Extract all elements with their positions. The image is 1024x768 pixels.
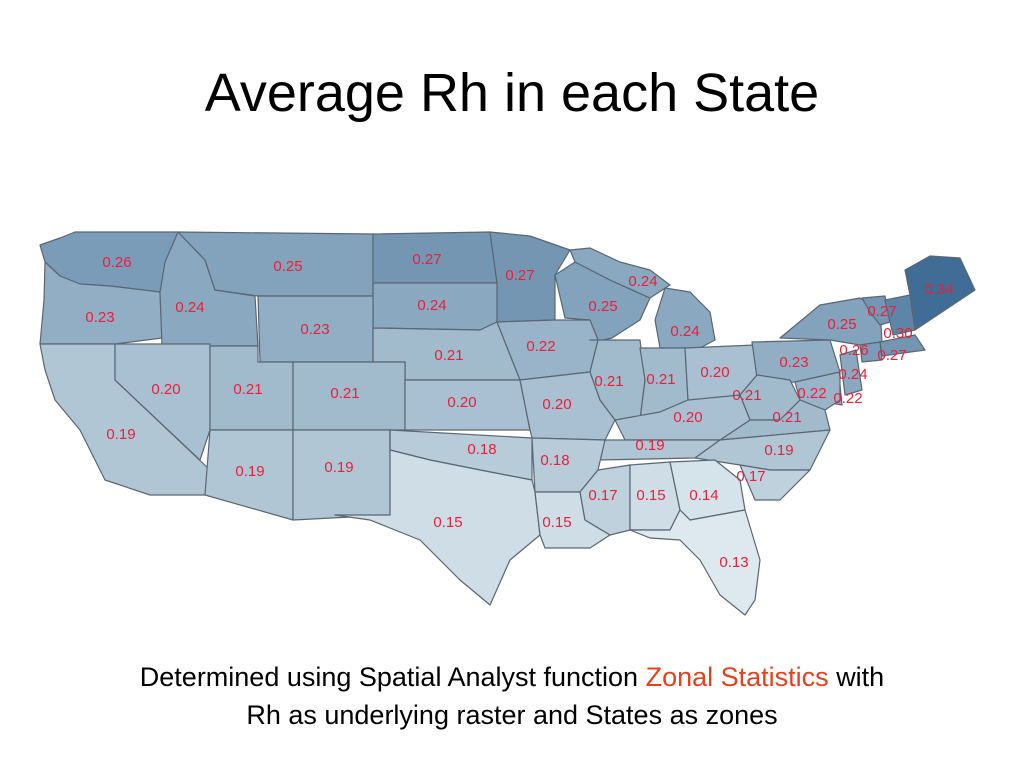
state-value-label: 0.27 [877, 347, 906, 364]
state-value-label: 0.15 [433, 514, 462, 531]
state-value-label: 0.26 [102, 254, 131, 271]
state-vt [861, 295, 891, 326]
state-value-label: 0.19 [635, 437, 664, 454]
state-value-label: 0.24 [838, 366, 867, 383]
state-nj [839, 349, 863, 396]
caption-text-with: with [836, 662, 885, 692]
state-value-label: 0.24 [417, 297, 446, 314]
state-value-label: 0.19 [235, 463, 264, 480]
state-value-label: 0.24 [628, 273, 657, 290]
state-value-label: 0.20 [700, 364, 729, 381]
state-ny [779, 297, 883, 346]
page-title: Average Rh in each State [204, 63, 820, 123]
state-me [904, 255, 976, 331]
state-value-label: 0.27 [867, 303, 896, 320]
state-value-label: 0.17 [736, 468, 765, 485]
state-value-label: 0.20 [673, 409, 702, 426]
state-value-label: 0.27 [505, 267, 534, 284]
caption-highlight: Zonal Statistics [645, 662, 829, 692]
state-ct [859, 341, 883, 363]
state-fl [629, 509, 761, 616]
state-value-label: 0.15 [542, 514, 571, 531]
state-value-label: 0.21 [594, 373, 623, 390]
caption-text: Determined using Spatial Analyst functio… [139, 662, 639, 692]
state-value-label: 0.25 [588, 298, 617, 315]
state-value-label: 0.20 [542, 396, 571, 413]
state-nv [114, 343, 211, 461]
state-value-label: 0.19 [764, 442, 793, 459]
state-value-label: 0.19 [324, 459, 353, 476]
state-value-label: 0.18 [540, 452, 569, 469]
state-value-label: 0.23 [85, 309, 114, 326]
state-mi [654, 287, 716, 349]
state-value-label: 0.18 [467, 441, 496, 458]
state-value-label: 0.25 [273, 258, 302, 275]
state-value-label: 0.21 [732, 387, 761, 404]
state-value-label: 0.23 [779, 354, 808, 371]
state-value-label: 0.26 [839, 342, 868, 359]
state-value-label: 0.19 [106, 426, 135, 443]
state-value-label: 0.21 [233, 381, 262, 398]
state-value-label: 0.21 [772, 409, 801, 426]
state-value-label: 0.30 [883, 325, 912, 342]
state-value-label: 0.22 [526, 338, 555, 355]
state-value-label: 0.22 [797, 385, 826, 402]
state-value-label: 0.21 [434, 347, 463, 364]
state-value-label: 0.27 [412, 251, 441, 268]
state-value-label: 0.34 [924, 281, 953, 298]
state-value-label: 0.13 [719, 554, 748, 571]
state-value-label: 0.17 [588, 487, 617, 504]
state-value-label: 0.20 [447, 394, 476, 411]
state-value-label: 0.25 [827, 316, 856, 333]
state-sc [739, 464, 811, 501]
state-value-label: 0.20 [151, 381, 180, 398]
state-value-label: 0.22 [833, 390, 862, 407]
state-mi-up [569, 247, 671, 299]
caption-line2: Rh as underlying raster and States as zo… [246, 700, 778, 730]
state-tx [334, 429, 541, 606]
caption: Determined using Spatial Analyst functio… [20, 658, 1004, 734]
state-value-label: 0.15 [636, 487, 665, 504]
state-value-label: 0.21 [646, 371, 675, 388]
state-value-label: 0.21 [330, 385, 359, 402]
state-value-label: 0.14 [689, 487, 718, 504]
state-value-label: 0.23 [300, 321, 329, 338]
state-value-label: 0.24 [175, 299, 204, 316]
state-value-label: 0.24 [670, 323, 699, 340]
